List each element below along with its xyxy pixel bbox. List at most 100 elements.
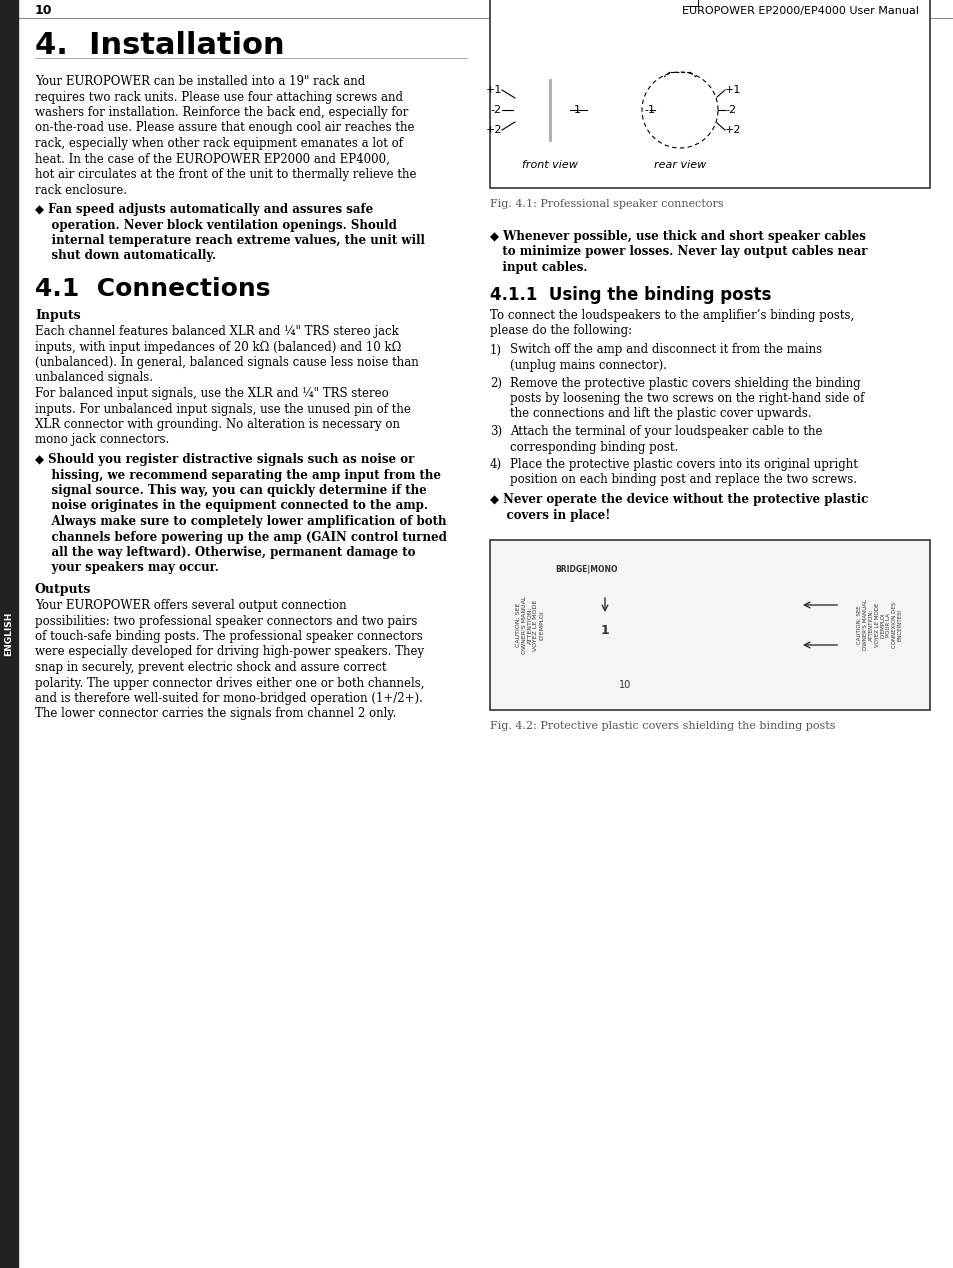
Bar (558, 0, 559, 23)
Text: Place the protective plastic covers into its original upright: Place the protective plastic covers into… (510, 458, 857, 470)
Text: please do the following:: please do the following: (490, 325, 632, 337)
Text: signal source. This way, you can quickly determine if the: signal source. This way, you can quickly… (35, 484, 426, 497)
Bar (578, 0, 580, 23)
Bar (563, 0, 565, 23)
Circle shape (663, 94, 673, 104)
Text: were especially developed for driving high-power speakers. They: were especially developed for driving hi… (35, 645, 424, 658)
Circle shape (649, 80, 709, 139)
Text: ◆ Fan speed adjusts automatically and assures safe: ◆ Fan speed adjusts automatically and as… (35, 203, 373, 216)
Text: 4.1  Connections: 4.1 Connections (35, 276, 271, 301)
Text: position on each binding post and replace the two screws.: position on each binding post and replac… (510, 473, 856, 487)
Bar (510, 23, 521, 32)
Text: 1): 1) (490, 344, 501, 356)
Text: hissing, we recommend separating the amp input from the: hissing, we recommend separating the amp… (35, 468, 440, 482)
Text: and is therefore well-suited for mono-bridged operation (1+/2+).: and is therefore well-suited for mono-br… (35, 692, 422, 705)
Text: Attach the terminal of your loudspeaker cable to the: Attach the terminal of your loudspeaker … (510, 425, 821, 437)
Text: the connections and lift the plastic cover upwards.: the connections and lift the plastic cov… (510, 407, 811, 421)
Bar (554, 0, 556, 23)
Text: EUROPOWER EP2000/EP4000 User Manual: EUROPOWER EP2000/EP4000 User Manual (681, 6, 918, 16)
Text: Switch off the amp and disconnect it from the mains: Switch off the amp and disconnect it fro… (510, 344, 821, 356)
Bar (571, 0, 573, 23)
Bar (556, 0, 558, 23)
Text: heat. In the case of the EUROPOWER EP2000 and EP4000,: heat. In the case of the EUROPOWER EP200… (35, 152, 390, 166)
Text: BRIDGE|MONO: BRIDGE|MONO (556, 566, 618, 574)
Text: polarity. The upper connector drives either one or both channels,: polarity. The upper connector drives eit… (35, 677, 424, 690)
Bar (559, 0, 561, 23)
Circle shape (685, 117, 696, 127)
Circle shape (543, 104, 556, 115)
Bar (567, 0, 569, 23)
Text: 10: 10 (35, 5, 52, 18)
Bar (581, 0, 584, 23)
Text: operation. Never block ventilation openings. Should: operation. Never block ventilation openi… (35, 218, 396, 232)
Text: your speakers may occur.: your speakers may occur. (35, 562, 218, 574)
Text: -2: -2 (491, 105, 501, 115)
Text: input cables.: input cables. (490, 261, 587, 274)
Text: front view: front view (521, 160, 578, 170)
Bar (589, 0, 689, 6)
Text: 10: 10 (618, 680, 631, 690)
Text: CAUTION: SEE
OWNER'S MANUAL
ATTENTION:
VOYEZ LE MODE
D'EMPLOI
POUR LA
CONNEXION : CAUTION: SEE OWNER'S MANUAL ATTENTION: V… (857, 600, 902, 650)
Circle shape (672, 103, 686, 117)
Text: For balanced input signals, use the XLR and ¼" TRS stereo: For balanced input signals, use the XLR … (35, 387, 388, 399)
Bar (510, 560, 664, 690)
Text: washers for installation. Reinforce the back end, especially for: washers for installation. Reinforce the … (35, 107, 408, 119)
Bar (552, 0, 554, 23)
Text: Fig. 4.2: Protective plastic covers shielding the binding posts: Fig. 4.2: Protective plastic covers shie… (490, 721, 835, 730)
Text: snap in securely, prevent electric shock and assure correct: snap in securely, prevent electric shock… (35, 661, 386, 675)
Text: 2): 2) (490, 377, 501, 389)
Text: mono jack connectors.: mono jack connectors. (35, 434, 169, 446)
Bar (541, 68, 558, 79)
Bar (510, 0, 552, 23)
Text: Always make sure to completely lower amplification of both: Always make sure to completely lower amp… (35, 515, 446, 527)
Text: posts by loosening the two screws on the right-hand side of: posts by loosening the two screws on the… (510, 392, 863, 404)
Text: +1: +1 (724, 85, 740, 95)
Text: rack enclosure.: rack enclosure. (35, 184, 127, 197)
Text: ◆ Should you register distractive signals such as noise or: ◆ Should you register distractive signal… (35, 453, 414, 467)
Bar (585, 0, 588, 23)
Bar (490, 0, 929, 188)
Text: 4): 4) (490, 458, 501, 470)
Bar (515, 0, 542, 16)
Bar (569, 0, 571, 23)
Text: Remove the protective plastic covers shielding the binding: Remove the protective plastic covers shi… (510, 377, 860, 389)
Bar (577, 0, 578, 23)
Bar (667, 90, 691, 131)
Text: requires two rack units. Please use four attaching screws and: requires two rack units. Please use four… (35, 90, 402, 104)
Bar (565, 0, 567, 23)
Circle shape (512, 72, 587, 148)
Text: unbalanced signals.: unbalanced signals. (35, 372, 152, 384)
Text: rear view: rear view (653, 160, 705, 170)
Text: of touch-safe binding posts. The professional speaker connectors: of touch-safe binding posts. The profess… (35, 630, 422, 643)
Text: corresponding binding post.: corresponding binding post. (510, 440, 678, 454)
Text: Your EUROPOWER offers several output connection: Your EUROPOWER offers several output con… (35, 598, 346, 612)
Bar (584, 0, 585, 23)
Text: Your EUROPOWER can be installed into a 19" rack and: Your EUROPOWER can be installed into a 1… (35, 75, 365, 87)
Text: (unbalanced). In general, balanced signals cause less noise than: (unbalanced). In general, balanced signa… (35, 356, 418, 369)
Text: internal temperature reach extreme values, the unit will: internal temperature reach extreme value… (35, 235, 424, 247)
Text: -1: -1 (569, 105, 580, 115)
Text: Inputs: Inputs (35, 309, 81, 322)
Text: ENGLISH: ENGLISH (5, 612, 13, 656)
Text: possibilities: two professional speaker connectors and two pairs: possibilities: two professional speaker … (35, 615, 417, 628)
Text: (unplug mains connector).: (unplug mains connector). (510, 359, 666, 372)
Text: rack, especially when other rack equipment emanates a lot of: rack, especially when other rack equipme… (35, 137, 402, 150)
Text: Fig. 4.1: Professional speaker connectors: Fig. 4.1: Professional speaker connector… (490, 199, 723, 209)
Circle shape (685, 94, 696, 104)
Bar (580, 0, 581, 23)
Text: +2: +2 (724, 126, 740, 134)
Text: inputs, with input impedances of 20 kΩ (balanced) and 10 kΩ: inputs, with input impedances of 20 kΩ (… (35, 341, 401, 354)
Bar (561, 0, 563, 23)
Text: ◆ Whenever possible, use thick and short speaker cables: ◆ Whenever possible, use thick and short… (490, 230, 865, 243)
Text: XLR connector with grounding. No alteration is necessary on: XLR connector with grounding. No alterat… (35, 418, 399, 431)
Bar (689, 560, 909, 690)
Text: inputs. For unbalanced input signals, use the unused pin of the: inputs. For unbalanced input signals, us… (35, 402, 411, 416)
Text: -1: -1 (643, 105, 655, 115)
Text: CAUTION: SEE
OWNER'S MANUAL
ATTENTION:
VOYEZ LE MODE
D'EMPLOI: CAUTION: SEE OWNER'S MANUAL ATTENTION: V… (516, 596, 543, 654)
Text: 4.  Installation: 4. Installation (35, 32, 284, 61)
Bar (0, 0, 18, 1268)
Text: covers in place!: covers in place! (490, 508, 610, 521)
Ellipse shape (513, 79, 586, 142)
Circle shape (663, 117, 673, 127)
Bar (588, 0, 589, 23)
